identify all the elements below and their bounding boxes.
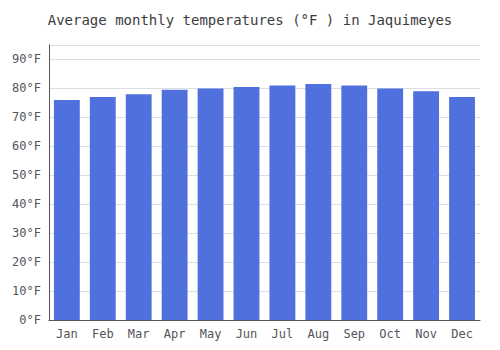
- svg-text:Dec: Dec: [451, 327, 473, 341]
- svg-text:Average monthly temperatures (: Average monthly temperatures (°F ) in Ja…: [48, 12, 453, 28]
- svg-text:20°F: 20°F: [12, 255, 41, 269]
- svg-text:Jan: Jan: [56, 327, 78, 341]
- svg-text:Sep: Sep: [343, 327, 365, 341]
- svg-text:0°F: 0°F: [19, 313, 41, 327]
- svg-text:40°F: 40°F: [12, 197, 41, 211]
- svg-text:80°F: 80°F: [12, 81, 41, 95]
- svg-text:Feb: Feb: [92, 327, 114, 341]
- svg-text:Jul: Jul: [272, 327, 294, 341]
- svg-text:60°F: 60°F: [12, 139, 41, 153]
- svg-text:Mar: Mar: [128, 327, 150, 341]
- svg-text:10°F: 10°F: [12, 284, 41, 298]
- svg-text:30°F: 30°F: [12, 226, 41, 240]
- svg-text:50°F: 50°F: [12, 168, 41, 182]
- svg-text:Oct: Oct: [379, 327, 401, 341]
- svg-text:Aug: Aug: [307, 327, 329, 341]
- svg-text:May: May: [200, 327, 222, 341]
- svg-text:70°F: 70°F: [12, 110, 41, 124]
- svg-text:Apr: Apr: [164, 327, 186, 341]
- svg-text:Jun: Jun: [236, 327, 258, 341]
- svg-text:Nov: Nov: [415, 327, 437, 341]
- svg-text:90°F: 90°F: [12, 52, 41, 66]
